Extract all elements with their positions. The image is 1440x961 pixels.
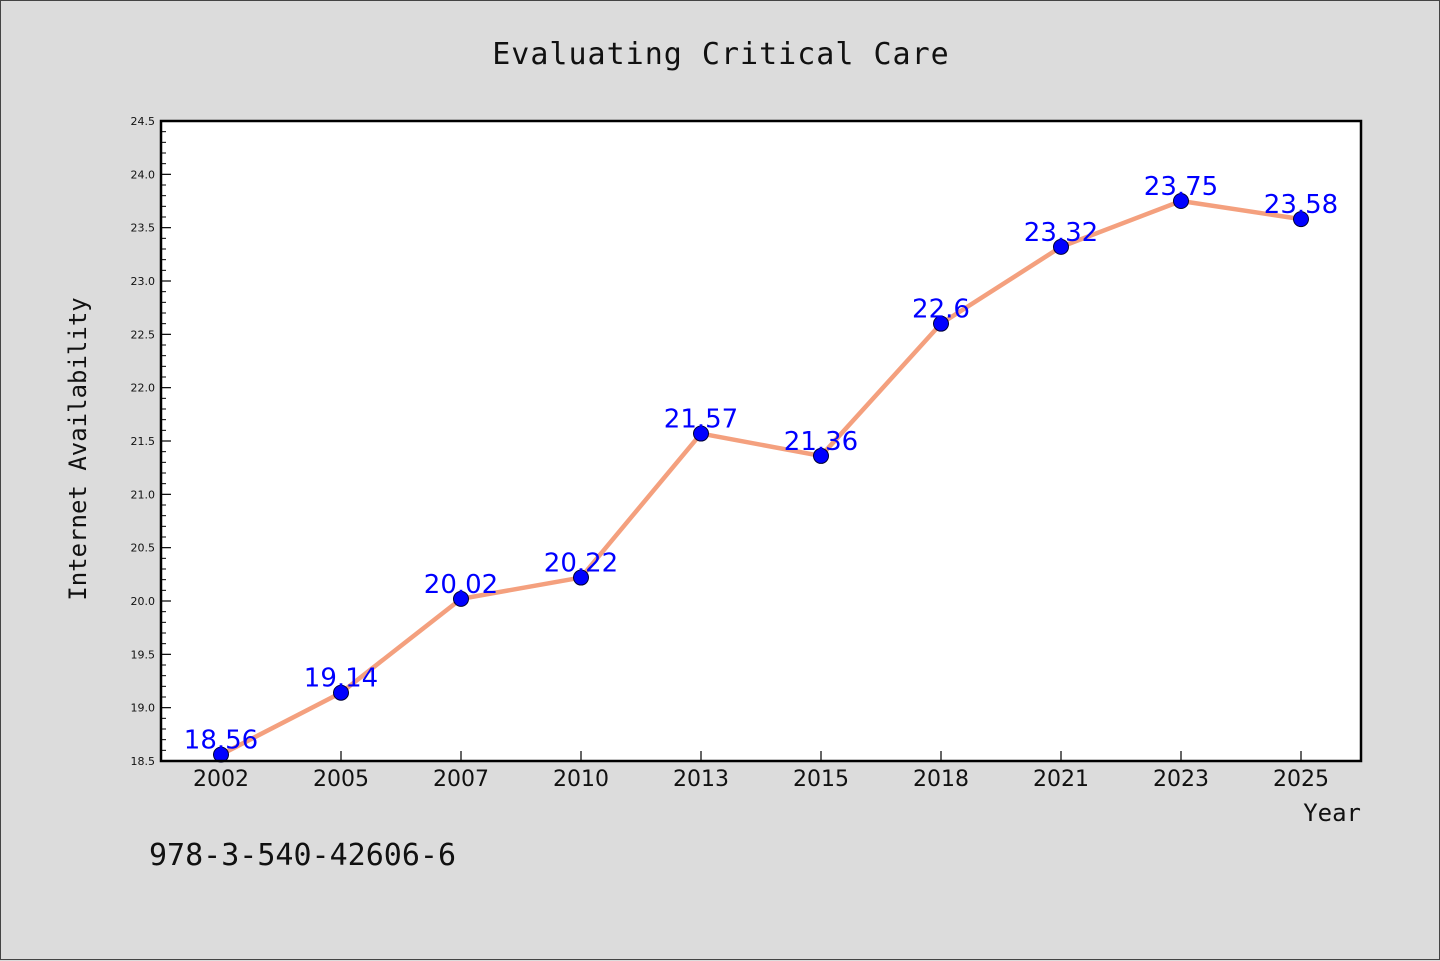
x-tick-label: 2015 xyxy=(793,767,849,792)
data-label: 22.6 xyxy=(912,295,970,325)
data-labels: 18.56 19.14 20.02 20.22 21.57 21.36 22.6 23.32 2… xyxy=(184,172,1338,756)
y-tick-label: 20.0 xyxy=(131,595,156,608)
x-tick-label: 2010 xyxy=(553,767,609,792)
data-label: 20.22 xyxy=(544,549,618,579)
data-point xyxy=(693,425,709,442)
data-label: 23.32 xyxy=(1024,218,1098,248)
plot-area xyxy=(161,121,1361,761)
data-label: 19.14 xyxy=(304,664,378,694)
y-tick-label: 22.5 xyxy=(131,328,156,341)
x-tick-label: 2023 xyxy=(1153,767,1209,792)
plot-border xyxy=(159,119,1363,763)
data-point xyxy=(573,569,589,586)
y-tick-label: 24.5 xyxy=(131,115,156,128)
chart-title: Evaluating Critical Care xyxy=(492,37,949,72)
y-tick-label: 23.5 xyxy=(131,222,156,235)
x-tick-label: 2013 xyxy=(673,767,729,792)
data-point xyxy=(453,590,469,607)
data-point xyxy=(333,684,349,701)
data-point xyxy=(813,447,829,464)
x-axis-label: Year xyxy=(1303,799,1361,827)
x-tick-label: 2021 xyxy=(1033,767,1089,792)
series-line xyxy=(219,198,1302,757)
y-tick-label: 23.0 xyxy=(131,275,156,288)
data-point xyxy=(933,315,949,332)
data-point xyxy=(1173,193,1189,209)
x-tick-label: 2005 xyxy=(313,767,369,792)
data-label: 21.36 xyxy=(784,427,858,457)
x-tick-label: 2018 xyxy=(913,767,969,792)
data-point xyxy=(1293,211,1309,228)
data-markers xyxy=(213,193,1309,763)
y-axis-ticks: 18.5 19.0 19.5 20.0 20.5 21.0 21.5 22.0 22.5 23.0… xyxy=(131,115,171,768)
x-axis-ticks: 2002 2005 2007 2010 2013 2015 2018 2021 2023 2025 xyxy=(193,751,1329,792)
y-tick-label: 19.0 xyxy=(131,702,156,715)
y-axis-label: Internet Availability xyxy=(64,297,92,600)
data-point xyxy=(1053,238,1069,255)
y-tick-label: 24.0 xyxy=(131,168,156,181)
x-tick-label: 2002 xyxy=(193,767,249,792)
y-tick-label: 19.5 xyxy=(131,648,156,661)
isbn-footnote: 978-3-540-42606-6 xyxy=(149,838,456,873)
y-tick-label: 20.5 xyxy=(131,542,156,555)
data-label: 20.02 xyxy=(424,570,498,600)
data-label: 18.56 xyxy=(184,726,258,756)
y-tick-label: 22.0 xyxy=(131,382,156,395)
data-label: 21.57 xyxy=(664,405,738,435)
data-label: 23.75 xyxy=(1144,172,1218,202)
x-tick-label: 2025 xyxy=(1273,767,1329,792)
y-tick-label: 18.5 xyxy=(131,755,156,768)
data-label: 23.58 xyxy=(1264,190,1338,220)
y-tick-label: 21.5 xyxy=(131,435,156,448)
y-tick-label: 21.0 xyxy=(131,488,156,501)
x-tick-label: 2007 xyxy=(433,767,489,792)
